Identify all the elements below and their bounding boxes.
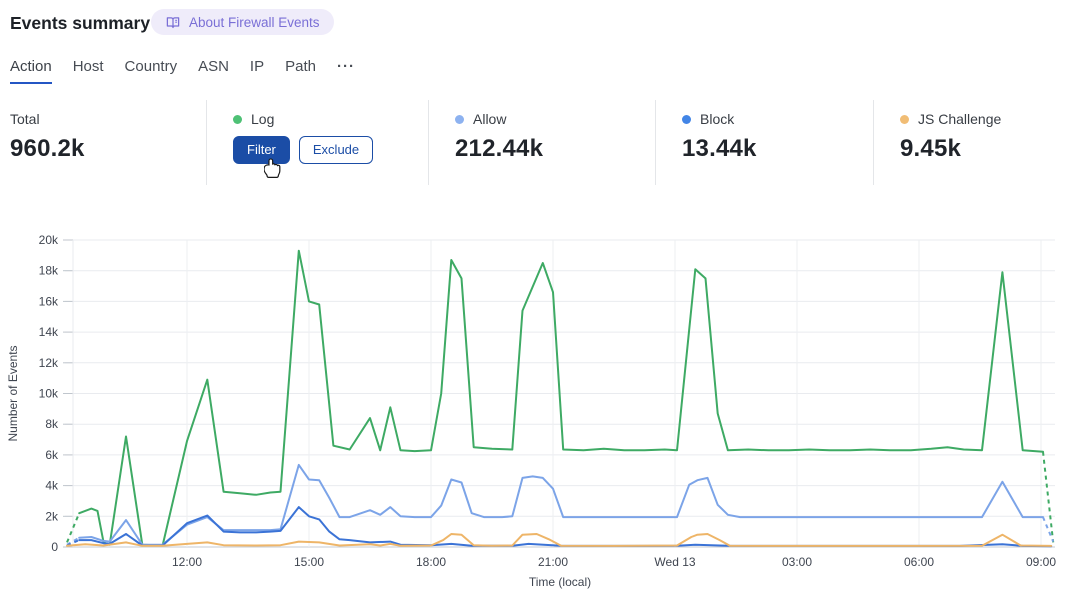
svg-text:8k: 8k xyxy=(45,417,59,431)
dimension-tabs: Action Host Country ASN IP Path ··· xyxy=(10,58,355,84)
svg-text:12k: 12k xyxy=(39,356,59,370)
tab-action[interactable]: Action xyxy=(10,58,52,84)
stat-card-js-challenge[interactable]: JS Challenge 9.45k xyxy=(873,100,1068,185)
log-label: Log xyxy=(251,111,275,127)
block-value: 13.44k xyxy=(682,135,757,162)
svg-text:18k: 18k xyxy=(39,264,59,278)
tab-country[interactable]: Country xyxy=(124,58,178,75)
js-challenge-label: JS Challenge xyxy=(918,111,1002,127)
book-icon xyxy=(165,15,181,30)
js-challenge-legend-dot xyxy=(900,114,909,124)
svg-text:14k: 14k xyxy=(39,325,59,339)
tab-more-ellipsis[interactable]: ··· xyxy=(336,58,355,75)
svg-text:06:00: 06:00 xyxy=(904,555,934,569)
svg-text:Number of Events: Number of Events xyxy=(6,345,20,441)
stat-card-log[interactable]: Log Filter Exclude xyxy=(206,100,428,185)
js-challenge-value: 9.45k xyxy=(900,135,962,162)
svg-text:0: 0 xyxy=(51,540,58,554)
exclude-button[interactable]: Exclude xyxy=(298,136,374,164)
svg-text:2k: 2k xyxy=(45,509,59,523)
svg-text:20k: 20k xyxy=(39,233,59,247)
page-title: Events summary xyxy=(10,13,151,33)
block-legend-dot xyxy=(682,114,691,124)
total-label: Total xyxy=(10,111,40,127)
svg-text:10k: 10k xyxy=(39,387,59,401)
events-chart[interactable]: 0 2k 4k 6k 8k 10k 12k 14k 16k 18k 20k 12:00 15:00 18:… xyxy=(0,228,1068,598)
svg-text:09:00: 09:00 xyxy=(1026,555,1056,569)
svg-text:03:00: 03:00 xyxy=(782,555,812,569)
svg-text:18:00: 18:00 xyxy=(416,555,446,569)
stat-card-allow[interactable]: Allow 212.44k xyxy=(428,100,655,185)
tab-ip[interactable]: IP xyxy=(249,58,265,75)
stat-card-block[interactable]: Block 13.44k xyxy=(655,100,873,185)
tab-host[interactable]: Host xyxy=(72,58,104,75)
tab-asn[interactable]: ASN xyxy=(198,58,229,75)
svg-text:21:00: 21:00 xyxy=(538,555,568,569)
filter-button[interactable]: Filter xyxy=(233,136,290,164)
allow-value: 212.44k xyxy=(455,135,544,162)
svg-text:16k: 16k xyxy=(39,294,59,308)
allow-legend-dot xyxy=(455,114,464,124)
svg-text:4k: 4k xyxy=(45,479,59,493)
stats-row: Total 960.2k Log Filter Exclude Allow 21… xyxy=(0,100,1068,185)
allow-label: Allow xyxy=(473,111,507,127)
svg-text:Time (local): Time (local) xyxy=(529,575,591,589)
total-value: 960.2k xyxy=(10,135,85,162)
svg-text:6k: 6k xyxy=(45,448,59,462)
svg-text:Wed 13: Wed 13 xyxy=(654,555,695,569)
block-label: Block xyxy=(700,111,735,127)
stat-card-total: Total 960.2k xyxy=(0,100,206,185)
about-badge-label: About Firewall Events xyxy=(189,14,320,30)
about-firewall-events-badge[interactable]: About Firewall Events xyxy=(151,9,334,35)
tab-path[interactable]: Path xyxy=(285,58,316,75)
log-legend-dot xyxy=(233,114,242,124)
svg-text:12:00: 12:00 xyxy=(172,555,202,569)
svg-text:15:00: 15:00 xyxy=(294,555,324,569)
